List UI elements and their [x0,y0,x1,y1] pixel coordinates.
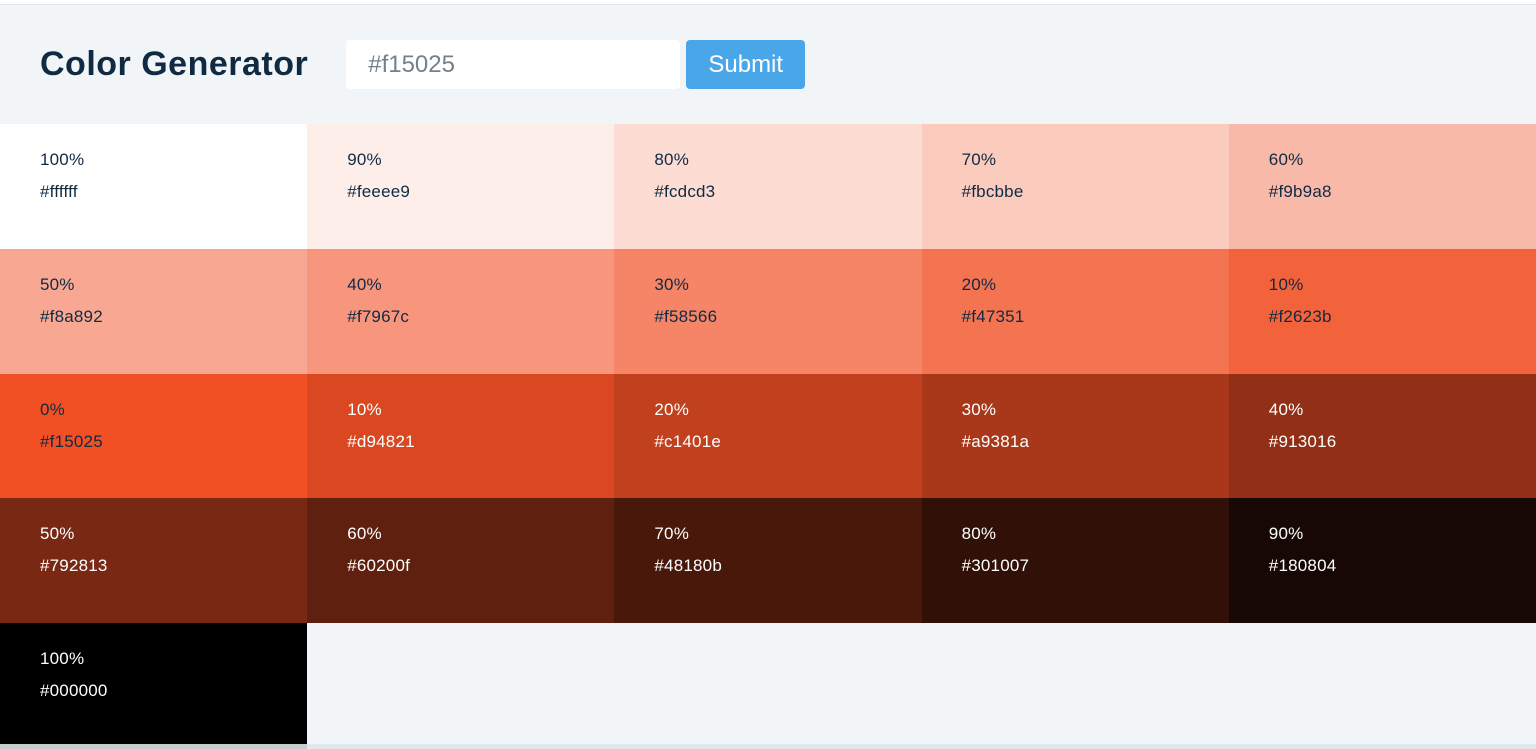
page-title: Color Generator [40,45,309,83]
swatch-hex: #913016 [1268,431,1337,451]
swatch-hex: #792813 [40,556,108,576]
swatch-percent: 50% [40,274,75,294]
color-swatch[interactable]: 100% #000000 [0,623,308,748]
color-swatch[interactable]: 80% #fcdcd3 [614,124,922,249]
color-swatch[interactable]: 70% #48180b [614,498,922,624]
swatch-hex: #c1401e [654,431,722,451]
swatch-percent: 30% [961,399,997,419]
swatch-percent: 40% [347,274,382,294]
swatch-percent: 20% [654,399,690,419]
color-swatch[interactable]: 60% #f9b9a8 [1228,124,1536,249]
swatch-percent: 40% [1268,399,1304,419]
swatch-hex: #ffffff [40,182,78,201]
swatch-percent: 90% [347,150,382,169]
color-swatch[interactable]: 100% #ffffff [0,124,308,249]
swatch-percent: 20% [961,274,997,294]
swatch-percent: 70% [961,150,997,169]
color-swatch[interactable]: 40% #913016 [1228,373,1536,499]
swatch-hex: #f47351 [961,306,1025,326]
swatch-percent: 30% [654,274,690,294]
page-top-gap [0,0,1536,4]
swatch-percent: 10% [347,399,382,419]
colors-grid: 100% #ffffff 90% #feeee9 80% #fcdcd3 70% #fbcbb… [0,124,1536,748]
header: Color Generator Submit [0,4,1536,124]
color-swatch[interactable]: 30% #f58566 [614,248,922,374]
swatch-percent: 60% [1268,150,1304,169]
color-swatch[interactable]: 60% #60200f [307,498,615,624]
color-form: Submit [346,40,806,89]
color-swatch[interactable]: 70% #fbcbbe [921,124,1229,249]
swatch-percent: 80% [654,150,690,169]
swatch-hex: #a9381a [961,431,1030,451]
swatch-hex: #f58566 [654,306,718,326]
color-swatch[interactable]: 10% #f2623b [1228,248,1536,374]
swatch-hex: #fbcbbe [961,182,1024,201]
swatch-percent: 50% [40,524,75,544]
color-swatch[interactable]: 50% #f8a892 [0,248,308,374]
color-swatch[interactable]: 90% #feeee9 [307,124,615,249]
swatch-hex: #60200f [347,556,411,576]
swatch-percent: 10% [1268,274,1304,294]
color-swatch[interactable]: 80% #301007 [921,498,1229,624]
color-input[interactable] [346,40,681,89]
swatch-hex: #f9b9a8 [1268,182,1332,201]
swatch-hex: #48180b [654,556,722,576]
submit-button[interactable]: Submit [686,40,806,89]
horizontal-scrollbar[interactable] [0,744,1536,749]
color-swatch[interactable]: 50% #792813 [0,498,308,624]
swatch-hex: #180804 [1268,556,1337,576]
swatch-hex: #f7967c [347,306,410,326]
color-swatch[interactable]: 40% #f7967c [307,248,615,374]
swatch-hex: #301007 [961,556,1030,576]
swatch-percent: 100% [40,150,85,169]
color-swatch[interactable]: 90% #180804 [1228,498,1536,624]
color-swatch[interactable]: 20% #f47351 [921,248,1229,374]
scrollbar-thumb[interactable] [0,744,307,749]
swatch-percent: 70% [654,524,690,544]
swatch-hex: #d94821 [347,431,415,451]
swatch-percent: 0% [40,399,65,419]
color-swatch[interactable]: 0% #f15025 [0,373,308,499]
swatch-percent: 60% [347,524,382,544]
swatch-hex: #fcdcd3 [654,182,716,201]
swatch-percent: 100% [40,649,85,669]
swatch-hex: #f15025 [40,431,103,451]
swatch-percent: 80% [961,524,997,544]
swatch-hex: #f8a892 [40,306,103,326]
color-swatch[interactable]: 10% #d94821 [307,373,615,499]
swatch-hex: #000000 [40,681,108,701]
swatch-hex: #f2623b [1268,306,1332,326]
color-swatch[interactable]: 20% #c1401e [614,373,922,499]
swatch-hex: #feeee9 [347,182,411,201]
swatch-percent: 90% [1268,524,1304,544]
color-swatch[interactable]: 30% #a9381a [921,373,1229,499]
